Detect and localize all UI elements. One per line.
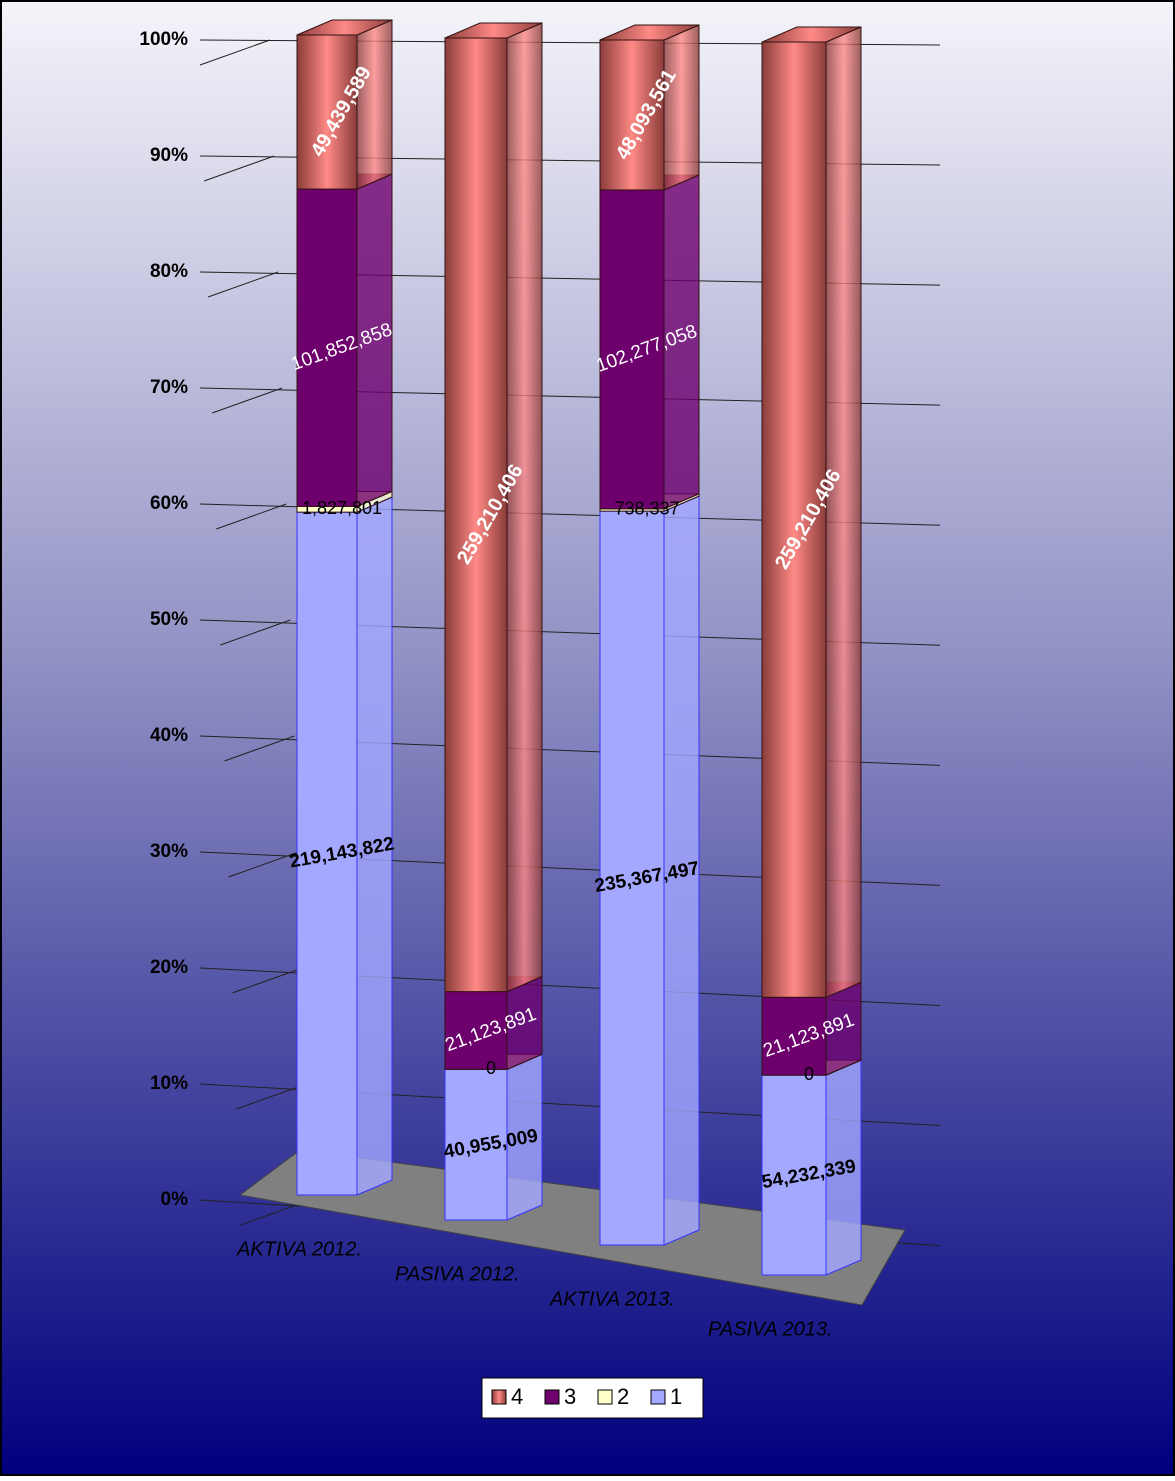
legend-swatch [491, 1389, 507, 1405]
floor [238, 1149, 906, 1306]
legend-label: 4 [511, 1384, 523, 1409]
bar [761, 41, 827, 998]
legend: 4 3 2 1 [481, 1377, 704, 1419]
x-tick-label: PASIVA 2012. [395, 1263, 520, 1285]
tick-mark [203, 155, 275, 182]
legend-box [481, 1377, 704, 1419]
bar [599, 189, 665, 510]
bar [444, 37, 508, 993]
legend-label: 1 [670, 1384, 682, 1409]
data-label: 1,827,801 [302, 498, 382, 518]
tick-mark [199, 39, 271, 66]
tick-mark [216, 503, 287, 530]
data-label: 0 [804, 1064, 814, 1084]
y-tick-label: 30% [150, 841, 188, 862]
y-tick-label: 0% [161, 1189, 189, 1210]
y-tick-label: 100% [139, 29, 188, 50]
bar [296, 188, 358, 507]
y-tick-label: 70% [150, 377, 188, 398]
y-tick-label: 50% [150, 609, 188, 630]
legend-swatch [544, 1389, 560, 1405]
tick-mark [220, 619, 291, 646]
bar-side [506, 22, 543, 993]
x-tick-label: AKTIVA 2012. [236, 1238, 362, 1260]
tick-mark [224, 735, 295, 762]
tick-mark [236, 1083, 307, 1110]
bar [761, 1074, 827, 1276]
legend-label: 3 [564, 1384, 576, 1409]
y-tick-label: 20% [150, 957, 188, 978]
bar-side [356, 19, 393, 190]
x-tick-label: PASIVA 2013. [708, 1318, 833, 1340]
y-tick-label: 10% [150, 1073, 188, 1094]
bar [296, 34, 358, 190]
bar [296, 511, 358, 1196]
tick-mark [232, 967, 303, 994]
y-tick-label: 80% [150, 261, 188, 282]
y-tick-label: 40% [150, 725, 188, 746]
bar [599, 510, 665, 1246]
legend-swatch [597, 1389, 613, 1405]
bar-side [663, 24, 700, 191]
bar-side [825, 26, 862, 999]
tick-mark [228, 851, 299, 878]
legend-swatch [650, 1389, 666, 1405]
y-tick-label: 60% [150, 493, 188, 514]
bar [444, 991, 508, 1070]
bar [444, 1068, 508, 1221]
data-label: 0 [486, 1058, 496, 1078]
x-tick-label: AKTIVA 2013. [549, 1288, 675, 1310]
data-label: 738,337 [614, 499, 679, 519]
bar [599, 39, 665, 191]
tick-mark [212, 387, 283, 414]
tick-mark [207, 271, 279, 298]
y-tick-label: 90% [150, 145, 188, 166]
legend-label: 2 [617, 1384, 629, 1409]
